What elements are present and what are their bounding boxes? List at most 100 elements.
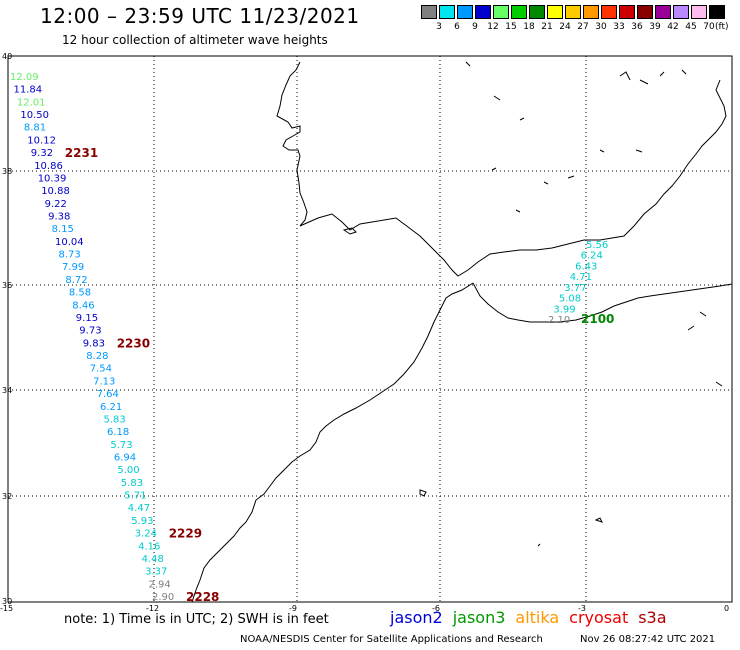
swh-value: 10.86	[34, 161, 63, 172]
swh-value: 8.58	[69, 288, 91, 299]
legend-level: 36	[631, 22, 643, 32]
swh-value: 6.21	[100, 402, 122, 413]
swh-value: 5.71	[124, 491, 146, 502]
swh-value: 12.09	[10, 72, 39, 83]
swh-value: 4.16	[138, 541, 160, 552]
satellite-name: jason2	[390, 608, 443, 627]
swh-value: 5.08	[559, 294, 581, 305]
longitude-tick: -9	[289, 604, 297, 613]
swh-value: 4.48	[142, 554, 164, 565]
pass-time: 2231	[65, 146, 98, 160]
swh-value: 3.99	[553, 304, 575, 315]
longitude-tick: 0	[724, 604, 729, 613]
swh-value: 5.00	[117, 465, 139, 476]
swh-value: 3.37	[145, 567, 167, 578]
swh-value: 3.77	[564, 283, 586, 294]
legend-swatch	[673, 5, 689, 19]
legend-swatch	[691, 5, 707, 19]
swh-value: 9.22	[45, 199, 67, 210]
swh-value: 5.83	[104, 414, 126, 425]
altimeter-track-east: 5.566.246.434.713.775.083.992.10 2100	[548, 240, 614, 326]
legend-swatch	[619, 5, 635, 19]
latitude-tick: 40	[2, 52, 12, 61]
swh-value: 7.64	[97, 389, 119, 400]
legend-swatch	[511, 5, 527, 19]
swh-value: 9.83	[83, 338, 105, 349]
satellite-name: s3a	[638, 608, 667, 627]
pass-time: 2230	[117, 336, 150, 350]
swh-value: 4.71	[570, 272, 592, 283]
swh-value: 5.73	[110, 440, 132, 451]
swh-value: 6.43	[575, 261, 597, 272]
legend-level: 21	[541, 22, 553, 32]
latitude-tick: 30	[2, 597, 12, 606]
legend-swatch	[439, 5, 455, 19]
map-title: 12:00 – 23:59 UTC 11/23/2021	[40, 4, 360, 28]
swh-value: 5.83	[121, 478, 143, 489]
satellite-legend: jason2 jason3 altika cryosat s3a	[390, 608, 677, 627]
credit-line: NOAA/NESDIS Center for Satellite Applica…	[240, 634, 543, 645]
legend-level: 39	[649, 22, 661, 32]
legend-swatch	[457, 5, 473, 19]
legend-swatch	[529, 5, 545, 19]
swh-value: 4.47	[128, 503, 150, 514]
swh-value: 9.15	[76, 313, 98, 324]
legend-level: 6	[454, 22, 460, 32]
map-subtitle: 12 hour collection of altimeter wave hei…	[62, 33, 328, 47]
swh-value: 10.04	[55, 237, 84, 248]
swh-value: 8.46	[72, 300, 94, 311]
swh-value: 10.12	[27, 135, 56, 146]
legend-swatch	[583, 5, 599, 19]
swh-value: 2.90	[152, 592, 174, 603]
swh-value: 8.81	[24, 123, 46, 134]
legend-swatch	[709, 5, 725, 19]
swh-value: 6.24	[581, 251, 603, 262]
legend-level: 12	[487, 22, 499, 32]
swh-value: 10.39	[38, 174, 67, 185]
swh-value: 10.88	[41, 186, 70, 197]
pass-time: 2100	[581, 312, 614, 326]
swh-value: 5.93	[131, 516, 153, 527]
legend-swatch	[475, 5, 491, 19]
swh-value: 6.94	[114, 453, 136, 464]
swh-value: 9.38	[48, 212, 70, 223]
satellite-name: jason3	[452, 608, 506, 627]
pass-time: 2229	[169, 527, 202, 541]
longitude-tick: -3	[578, 604, 586, 613]
swh-value: 8.15	[52, 224, 74, 235]
longitude-tick: -15	[0, 604, 13, 613]
swh-value: 8.73	[59, 250, 81, 261]
latitude-tick: 36	[2, 281, 12, 290]
generation-timestamp: Nov 26 08:27:42 UTC 2021	[580, 634, 716, 645]
latitude-tick: 34	[2, 386, 12, 395]
swh-value: 9.32	[31, 148, 53, 159]
swh-value: 6.18	[107, 427, 129, 438]
legend-swatch	[421, 5, 437, 19]
graticule	[8, 56, 732, 602]
legend-unit: (ft)	[715, 22, 729, 32]
longitude-tick: -12	[146, 604, 159, 613]
satellite-name: altika	[515, 608, 560, 627]
legend-swatch	[547, 5, 563, 19]
legend-level: 33	[613, 22, 625, 32]
map-frame	[7, 55, 733, 603]
legend-swatch	[601, 5, 617, 19]
swh-value: 2.94	[149, 579, 171, 590]
legend-swatch	[655, 5, 671, 19]
satellite-name: cryosat	[569, 608, 629, 627]
pass-time: 2228	[186, 590, 219, 604]
legend-level: 45	[685, 22, 697, 32]
footer-note: note: 1) Time is in UTC; 2) SWH is in fe…	[64, 612, 329, 627]
legend-swatch	[493, 5, 509, 19]
swh-value: 7.99	[62, 262, 84, 273]
swh-value: 5.56	[586, 240, 608, 251]
legend-swatch	[637, 5, 653, 19]
legend-level: 42	[667, 22, 679, 32]
swh-value: 3.24	[135, 529, 157, 540]
legend-level: 9	[472, 22, 478, 32]
swh-value: 7.13	[93, 376, 115, 387]
swh-value: 8.28	[86, 351, 108, 362]
legend-level: 18	[523, 22, 535, 32]
legend-swatch	[565, 5, 581, 19]
